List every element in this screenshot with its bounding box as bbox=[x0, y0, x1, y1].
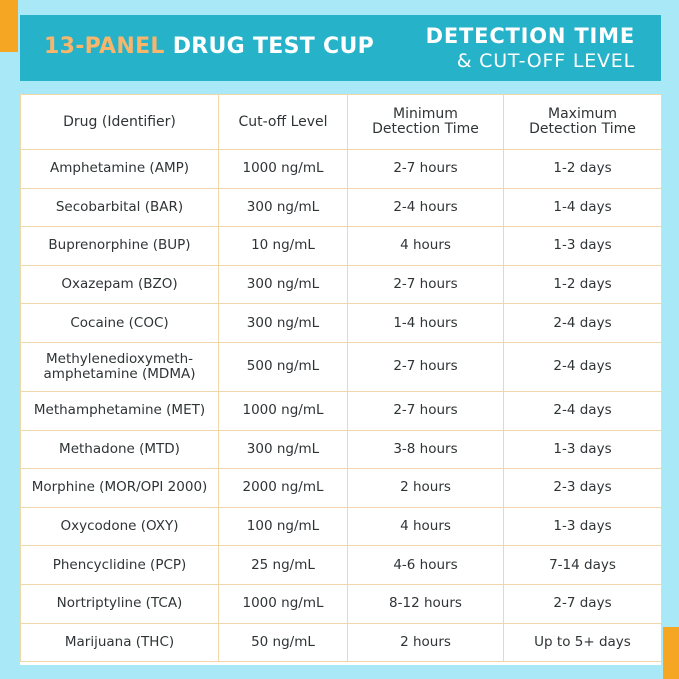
cell-min-detection: 2-7 hours bbox=[347, 390, 504, 431]
banner-subtitle-line1: DETECTION TIME bbox=[425, 24, 635, 48]
cell-drug: Methadone (MTD) bbox=[20, 429, 219, 470]
header-drug: Drug (Identifier) bbox=[20, 94, 219, 150]
cell-max-detection: 2-4 days bbox=[503, 390, 662, 431]
cell-drug: Morphine (MOR/OPI 2000) bbox=[20, 468, 219, 508]
cell-drug: Buprenorphine (BUP) bbox=[20, 226, 219, 266]
cell-drug: Methylenedioxymeth-amphetamine (MDMA) bbox=[20, 341, 219, 392]
table-row: Buprenorphine (BUP) 10 ng/mL 4 hours 1-3 da… bbox=[20, 226, 662, 266]
cell-max-detection: Up to 5+ days bbox=[503, 622, 662, 663]
cell-drug: Amphetamine (AMP) bbox=[20, 149, 219, 189]
banner-title: 13-PANEL DRUG TEST CUP bbox=[44, 34, 374, 59]
banner-title-main: DRUG TEST CUP bbox=[172, 34, 375, 59]
cell-cutoff: 10 ng/mL bbox=[218, 226, 348, 266]
cell-max-detection: 1-2 days bbox=[503, 149, 662, 189]
cell-min-detection: 4-6 hours bbox=[347, 545, 504, 585]
cell-cutoff: 1000 ng/mL bbox=[218, 583, 348, 624]
cell-max-detection: 1-3 days bbox=[503, 429, 662, 470]
cell-min-detection: 2-7 hours bbox=[347, 341, 504, 392]
table-row: Methamphetamine (MET) 1000 ng/mL 2-7 hours… bbox=[20, 390, 662, 431]
header-max-detection: Maximum Detection Time bbox=[503, 94, 662, 150]
cell-min-detection: 2 hours bbox=[347, 622, 504, 663]
cell-cutoff: 300 ng/mL bbox=[218, 429, 348, 470]
cell-min-detection: 4 hours bbox=[347, 226, 504, 266]
cell-max-detection: 7-14 days bbox=[503, 545, 662, 585]
cell-cutoff: 300 ng/mL bbox=[218, 264, 348, 305]
corner-accent-top-left bbox=[0, 0, 18, 52]
table-row: Marijuana (THC) 50 ng/mL 2 hours Up to 5+ d… bbox=[20, 622, 662, 663]
header-banner: 13-PANEL DRUG TEST CUP DETECTION TIME & … bbox=[20, 15, 661, 81]
cell-max-detection: 2-7 days bbox=[503, 583, 662, 624]
header-cutoff: Cut-off Level bbox=[218, 94, 348, 150]
cell-max-detection: 2-4 days bbox=[503, 341, 662, 392]
cell-min-detection: 3-8 hours bbox=[347, 429, 504, 470]
cell-cutoff: 300 ng/mL bbox=[218, 303, 348, 343]
cell-min-detection: 2-7 hours bbox=[347, 149, 504, 189]
header-min-detection: Minimum Detection Time bbox=[347, 94, 504, 150]
cell-max-detection: 1-3 days bbox=[503, 506, 662, 547]
table-row: Phencyclidine (PCP) 25 ng/mL 4-6 hours 7-14… bbox=[20, 545, 662, 585]
table-row: Oxycodone (OXY) 100 ng/mL 4 hours 1-3 days bbox=[20, 506, 662, 547]
cell-drug: Oxazepam (BZO) bbox=[20, 264, 219, 305]
cell-cutoff: 1000 ng/mL bbox=[218, 149, 348, 189]
cell-max-detection: 1-2 days bbox=[503, 264, 662, 305]
cell-drug: Nortriptyline (TCA) bbox=[20, 583, 219, 624]
banner-subtitle: DETECTION TIME & CUT-OFF LEVEL bbox=[426, 23, 635, 73]
cell-cutoff: 500 ng/mL bbox=[218, 341, 348, 392]
banner-subtitle-line2: & CUT-OFF LEVEL bbox=[456, 50, 635, 72]
cell-max-detection: 2-4 days bbox=[503, 303, 662, 343]
cell-drug: Methamphetamine (MET) bbox=[20, 390, 219, 431]
table-row: Amphetamine (AMP) 1000 ng/mL 2-7 hours 1-2 … bbox=[20, 149, 662, 189]
detection-table: Drug (Identifier) Cut-off Level Minimum … bbox=[20, 94, 662, 663]
cell-drug: Phencyclidine (PCP) bbox=[20, 545, 219, 585]
cell-min-detection: 1-4 hours bbox=[347, 303, 504, 343]
cell-cutoff: 50 ng/mL bbox=[218, 622, 348, 663]
corner-accent-bottom-right bbox=[663, 627, 679, 679]
table-body: Amphetamine (AMP) 1000 ng/mL 2-7 hours 1-2 … bbox=[20, 149, 662, 663]
table-row: Secobarbital (BAR) 300 ng/mL 2-4 hours 1-4 … bbox=[20, 187, 662, 228]
cell-min-detection: 8-12 hours bbox=[347, 583, 504, 624]
cell-cutoff: 25 ng/mL bbox=[218, 545, 348, 585]
table-row: Methadone (MTD) 300 ng/mL 3-8 hours 1-3 day… bbox=[20, 429, 662, 470]
cell-drug: Secobarbital (BAR) bbox=[20, 187, 219, 228]
detection-table-container: Drug (Identifier) Cut-off Level Minimum … bbox=[20, 94, 662, 665]
table-row: Nortriptyline (TCA) 1000 ng/mL 8-12 hours 2… bbox=[20, 583, 662, 624]
cell-drug: Cocaine (COC) bbox=[20, 303, 219, 343]
cell-min-detection: 2-7 hours bbox=[347, 264, 504, 305]
cell-min-detection: 2-4 hours bbox=[347, 187, 504, 228]
cell-min-detection: 4 hours bbox=[347, 506, 504, 547]
cell-max-detection: 1-3 days bbox=[503, 226, 662, 266]
cell-cutoff: 100 ng/mL bbox=[218, 506, 348, 547]
table-row: Cocaine (COC) 300 ng/mL 1-4 hours 2-4 days bbox=[20, 303, 662, 343]
table-row: Methylenedioxymeth-amphetamine (MDMA) 500… bbox=[20, 341, 662, 392]
cell-max-detection: 1-4 days bbox=[503, 187, 662, 228]
cell-drug: Oxycodone (OXY) bbox=[20, 506, 219, 547]
table-header-row: Drug (Identifier) Cut-off Level Minimum … bbox=[20, 94, 662, 150]
banner-title-accent: 13-PANEL bbox=[44, 34, 165, 59]
cell-cutoff: 2000 ng/mL bbox=[218, 468, 348, 508]
cell-cutoff: 300 ng/mL bbox=[218, 187, 348, 228]
cell-drug: Marijuana (THC) bbox=[20, 622, 219, 663]
table-row: Oxazepam (BZO) 300 ng/mL 2-7 hours 1-2 days bbox=[20, 264, 662, 305]
table-row: Morphine (MOR/OPI 2000) 2000 ng/mL 2 hours… bbox=[20, 468, 662, 508]
cell-min-detection: 2 hours bbox=[347, 468, 504, 508]
cell-max-detection: 2-3 days bbox=[503, 468, 662, 508]
cell-cutoff: 1000 ng/mL bbox=[218, 390, 348, 431]
